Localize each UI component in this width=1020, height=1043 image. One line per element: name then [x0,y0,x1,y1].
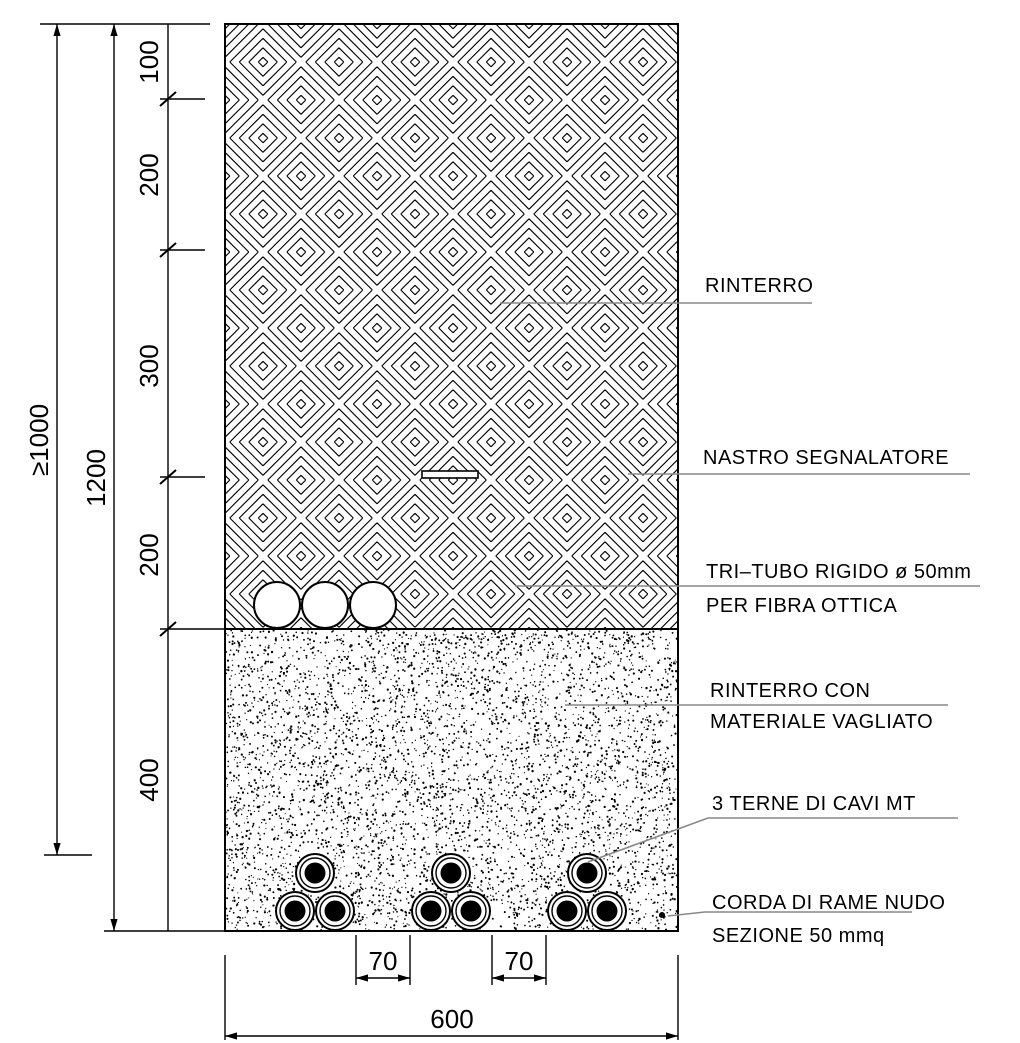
leader-cavi [587,817,958,863]
dim-total-depth-label: 1200 [81,449,111,507]
dim-segment-1: 100 [134,40,164,83]
cable-conductor [420,900,442,922]
cable-conductor [304,862,326,884]
cable-conductor [324,900,346,922]
cable-conductor [596,900,618,922]
cable-insulation [551,895,583,927]
label-rinterro: RINTERRO [705,275,813,297]
leader-corda [667,911,912,917]
label-nastro: NASTRO SEGNALATORE [703,447,949,469]
tri-tube-conduits [253,581,397,629]
cable-insulation [571,857,603,889]
label-tritubo-line2: PER FIBRA OTTICA [706,595,898,617]
dim-segment-5: 400 [134,758,164,801]
label-vagliato-line1: RINTERRO CON [710,680,870,702]
cable-insulation [299,857,331,889]
copper-earth-rope [659,912,665,918]
dim-spacing-right-label: 70 [505,946,534,976]
label-vagliato-line2: MATERIALE VAGLIATO [710,711,933,733]
cable-conductor [284,900,306,922]
dim-width-label: 600 [430,1004,473,1034]
dim-segment-3: 300 [134,344,164,387]
conduit-3 [349,581,397,629]
mv-cable-trefoils [275,853,627,931]
cable-trefoil-2 [411,853,491,931]
cable-conductor [556,900,578,922]
conduit-2 [301,581,349,629]
cable-insulation [591,895,623,927]
cable-trefoil-1 [275,853,355,931]
cable-conductor [440,862,462,884]
backfill-hatch-pattern [225,24,678,629]
dim-min-depth-label: ≥1000 [24,404,54,476]
cable-conductor [576,862,598,884]
trench-outline [224,23,679,932]
conduit-1 [253,581,301,629]
label-corda-line1: CORDA DI RAME NUDO [712,892,945,914]
hatch-strokes [225,24,678,629]
cable-insulation [279,895,311,927]
cable-insulation [435,857,467,889]
dim-spacing-left-label: 70 [369,946,398,976]
dim-segment-4: 200 [134,533,164,576]
cable-trefoil-3 [547,853,627,931]
cable-insulation [319,895,351,927]
cable-conductor [460,900,482,922]
warning-tape [421,470,479,479]
dim-segment-2: 200 [134,153,164,196]
cable-insulation [415,895,447,927]
label-tritubo-line1: TRI–TUBO RIGIDO ø 50mm [706,561,971,583]
label-corda-line2: SEZIONE 50 mmq [712,925,885,947]
label-cavi: 3 TERNE DI CAVI MT [712,793,916,815]
cable-insulation [455,895,487,927]
